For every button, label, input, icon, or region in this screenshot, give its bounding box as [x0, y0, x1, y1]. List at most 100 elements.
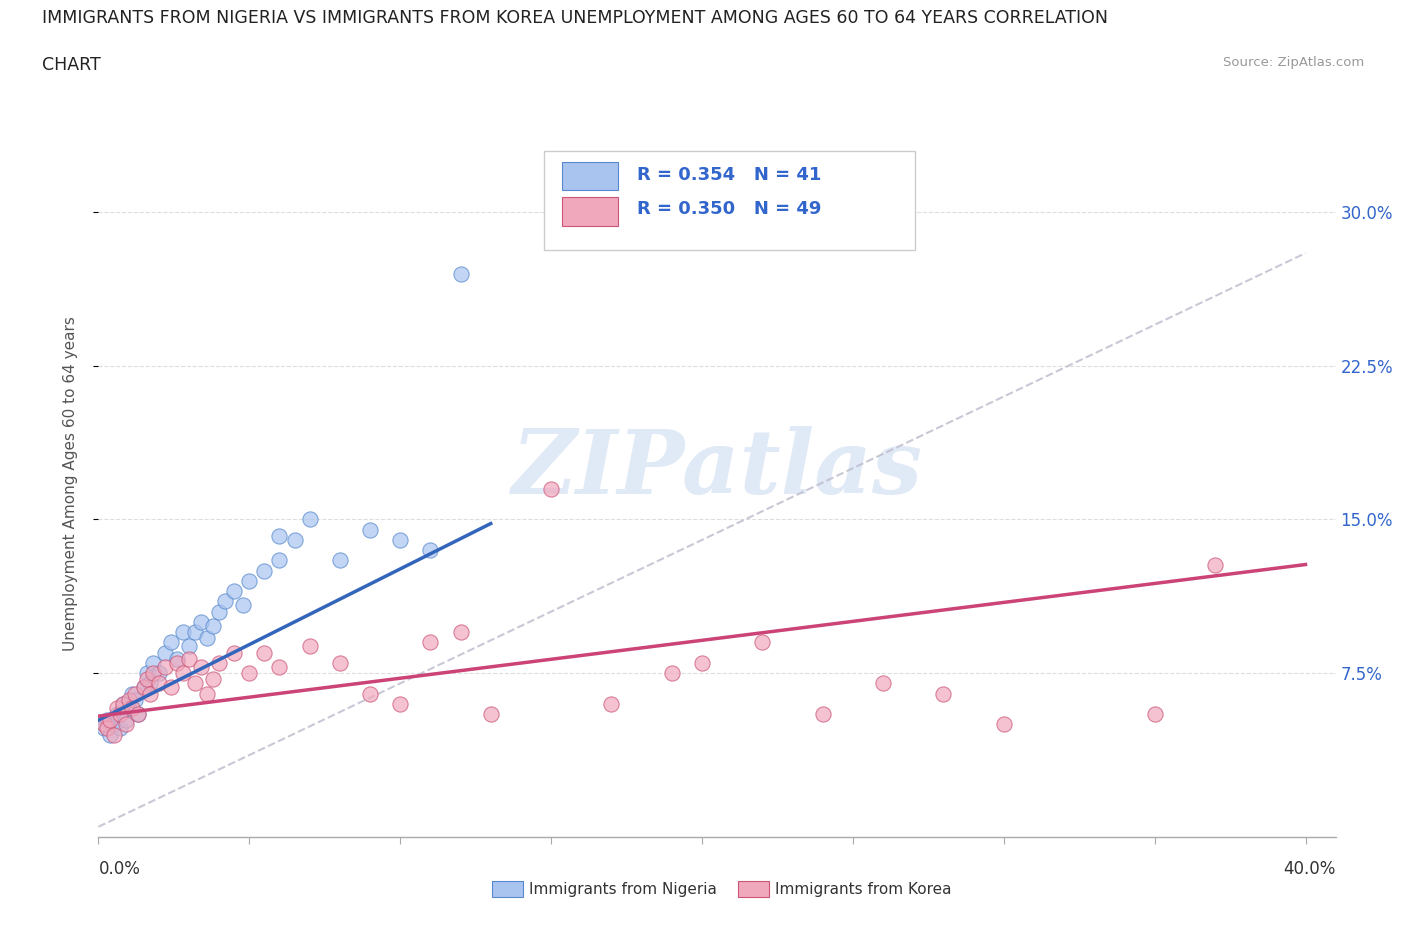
Text: CHART: CHART — [42, 56, 101, 73]
FancyBboxPatch shape — [544, 152, 915, 250]
Point — [195, 631, 218, 645]
Point — [202, 618, 225, 633]
Point — [389, 533, 412, 548]
Point — [298, 639, 321, 654]
Point — [993, 717, 1015, 732]
Point — [127, 707, 149, 722]
Point — [540, 482, 562, 497]
Point — [124, 692, 146, 707]
Text: 0.0%: 0.0% — [98, 860, 141, 878]
Point — [479, 707, 502, 722]
Point — [172, 666, 194, 681]
Point — [121, 700, 143, 715]
Text: R = 0.350   N = 49: R = 0.350 N = 49 — [637, 200, 821, 219]
Point — [105, 707, 128, 722]
Point — [208, 656, 231, 671]
Point — [177, 651, 200, 666]
Point — [114, 717, 136, 732]
Point — [224, 645, 246, 660]
Point — [269, 659, 291, 674]
Point — [329, 553, 352, 568]
Point — [127, 707, 149, 722]
Point — [100, 727, 122, 742]
Point — [184, 625, 207, 640]
Text: Source: ZipAtlas.com: Source: ZipAtlas.com — [1223, 56, 1364, 69]
Text: IMMIGRANTS FROM NIGERIA VS IMMIGRANTS FROM KOREA UNEMPLOYMENT AMONG AGES 60 TO 6: IMMIGRANTS FROM NIGERIA VS IMMIGRANTS FR… — [42, 9, 1108, 27]
Text: Immigrants from Nigeria: Immigrants from Nigeria — [529, 882, 717, 897]
Point — [195, 686, 218, 701]
Point — [811, 707, 834, 722]
Point — [202, 671, 225, 686]
Point — [142, 666, 165, 681]
Point — [359, 523, 381, 538]
Point — [142, 656, 165, 671]
Point — [105, 700, 128, 715]
Point — [298, 512, 321, 527]
Point — [172, 625, 194, 640]
Point — [214, 594, 236, 609]
Point — [114, 712, 136, 727]
Point — [135, 666, 157, 681]
Point — [148, 666, 170, 681]
Point — [103, 717, 125, 732]
Text: R = 0.354   N = 41: R = 0.354 N = 41 — [637, 166, 821, 184]
Point — [389, 697, 412, 711]
Point — [166, 656, 188, 671]
Point — [96, 712, 118, 727]
Point — [132, 680, 155, 695]
Point — [100, 712, 122, 727]
Point — [135, 671, 157, 686]
FancyBboxPatch shape — [562, 197, 619, 226]
Point — [153, 645, 176, 660]
Point — [932, 686, 955, 701]
Point — [284, 533, 307, 548]
Point — [108, 721, 131, 736]
Text: 40.0%: 40.0% — [1284, 860, 1336, 878]
Point — [253, 645, 276, 660]
Point — [751, 635, 773, 650]
Point — [111, 697, 134, 711]
Point — [117, 692, 139, 707]
Point — [138, 676, 160, 691]
Point — [117, 700, 139, 715]
Point — [253, 564, 276, 578]
Y-axis label: Unemployment Among Ages 60 to 64 years: Unemployment Among Ages 60 to 64 years — [63, 316, 77, 651]
Point — [600, 697, 623, 711]
Point — [132, 680, 155, 695]
Point — [190, 659, 212, 674]
Point — [269, 528, 291, 543]
Point — [96, 721, 118, 736]
Point — [121, 686, 143, 701]
Point — [224, 584, 246, 599]
Point — [177, 639, 200, 654]
Point — [232, 598, 254, 613]
Point — [329, 656, 352, 671]
Point — [1143, 707, 1166, 722]
Point — [93, 717, 115, 732]
FancyBboxPatch shape — [562, 162, 619, 191]
Point — [238, 574, 260, 589]
Point — [160, 680, 183, 695]
Point — [166, 651, 188, 666]
Point — [153, 659, 176, 674]
Point — [419, 635, 441, 650]
Point — [108, 707, 131, 722]
Point — [359, 686, 381, 701]
Point — [661, 666, 683, 681]
Point — [138, 686, 160, 701]
Point — [450, 625, 472, 640]
Point — [93, 721, 115, 736]
Point — [690, 656, 713, 671]
Point — [190, 615, 212, 630]
Point — [419, 543, 441, 558]
Point — [111, 697, 134, 711]
Point — [103, 727, 125, 742]
Point — [1204, 557, 1226, 572]
Point — [208, 604, 231, 619]
Point — [269, 553, 291, 568]
Text: ZIPatlas: ZIPatlas — [512, 426, 922, 512]
Point — [450, 266, 472, 281]
Point — [238, 666, 260, 681]
Text: Immigrants from Korea: Immigrants from Korea — [775, 882, 952, 897]
Point — [160, 635, 183, 650]
